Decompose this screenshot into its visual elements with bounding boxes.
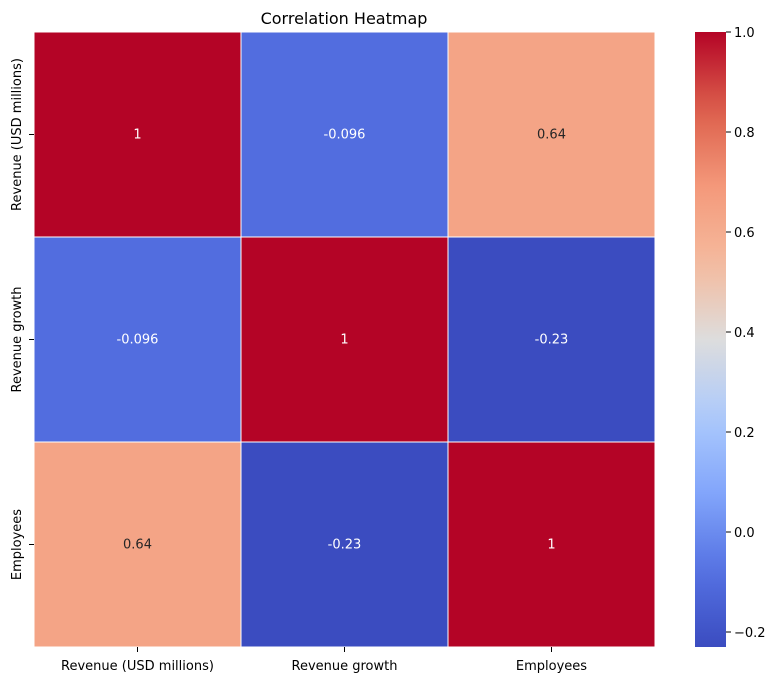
y-tick-label: Employees <box>10 509 25 580</box>
heatmap-cell <box>33 236 242 443</box>
colorbar-tick-label: 0.8 <box>734 126 755 141</box>
colorbar-gradient <box>695 32 726 647</box>
x-axis: Revenue (USD millions) Revenue growth Empl… <box>61 647 587 674</box>
x-tick-label: Employees <box>516 659 587 674</box>
y-tick-label: Revenue (USD millions) <box>10 58 25 211</box>
colorbar-tick-label: 0.6 <box>734 226 755 241</box>
heatmap-cell <box>240 236 449 443</box>
cell-value-label: 1 <box>547 538 555 553</box>
heatmap-cell <box>33 31 242 238</box>
heatmap-cell <box>447 31 656 238</box>
cell-value-label: 1 <box>133 128 141 143</box>
cell-value-label: 0.64 <box>123 538 152 553</box>
colorbar-tick-label: 0.2 <box>734 426 755 441</box>
colorbar-tick-label: 0.4 <box>734 326 755 341</box>
y-tick-label: Revenue growth <box>10 287 25 393</box>
heatmap-cells: 1 -0.096 0.64 -0.096 1 -0.23 0.64 -0.23 1 <box>33 31 656 648</box>
colorbar: −0.2 0.0 0.2 0.4 0.6 0.8 1.0 <box>695 26 766 647</box>
cell-value-label: 0.64 <box>537 128 566 143</box>
colorbar-tick-label: 0.0 <box>734 526 755 541</box>
colorbar-tick-label: −0.2 <box>734 626 766 641</box>
heatmap-cell <box>447 236 656 443</box>
cell-value-label: -0.23 <box>535 333 569 348</box>
cell-value-label: 1 <box>340 333 348 348</box>
cell-value-label: -0.096 <box>324 128 366 143</box>
y-axis: Revenue (USD millions) Revenue growth Empl… <box>10 58 34 580</box>
heatmap-cell <box>33 441 242 648</box>
x-tick-label: Revenue growth <box>292 659 398 674</box>
cell-value-label: -0.096 <box>117 333 159 348</box>
heatmap-cell <box>240 31 449 238</box>
colorbar-tick-label: 1.0 <box>734 26 755 41</box>
chart-title: Correlation Heatmap <box>261 9 428 28</box>
x-tick-label: Revenue (USD millions) <box>61 659 214 674</box>
heatmap-cell <box>240 441 449 648</box>
cell-value-label: -0.23 <box>328 538 362 553</box>
